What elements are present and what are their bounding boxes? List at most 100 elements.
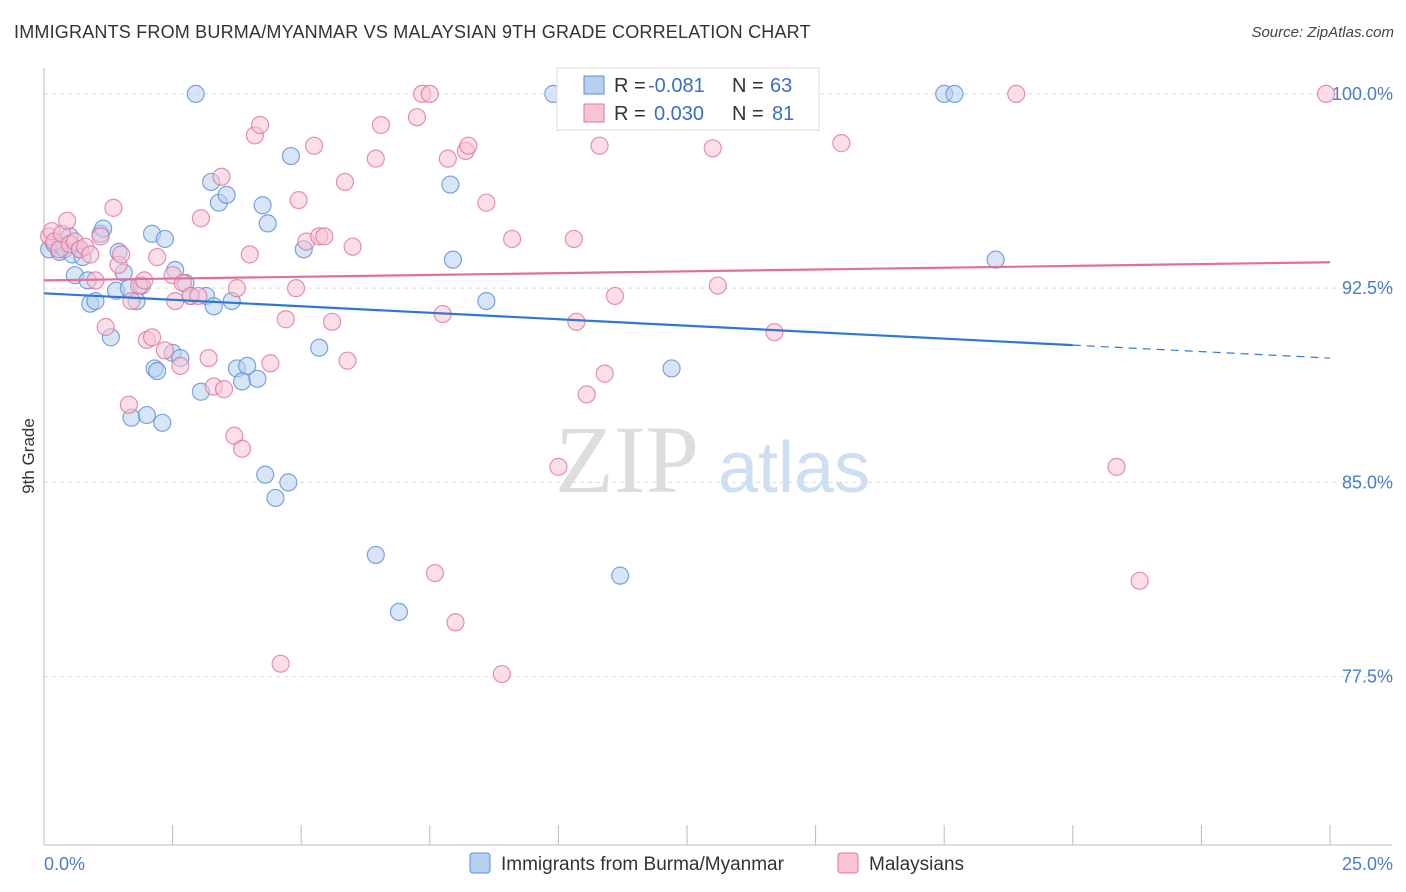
pink-point-62 (438, 149, 457, 168)
pink-point-68 (503, 229, 522, 249)
blue-point-60 (611, 566, 630, 585)
blue-trend-extension (1072, 344, 1331, 359)
pink-point-48 (304, 136, 324, 155)
blue-point-64 (986, 250, 1005, 269)
blue-point-57 (443, 250, 463, 269)
pink-point-17 (119, 395, 138, 414)
x-tick-label-0: 0.0% (44, 854, 85, 874)
blue-point-51 (281, 146, 301, 166)
source-label: Source: ZipAtlas.com (1251, 24, 1394, 41)
blue-point-23 (137, 405, 156, 425)
legend-n-value-1: 63 (770, 75, 792, 97)
legend-swatch-pink (583, 103, 605, 123)
pink-point-69 (549, 457, 568, 476)
blue-point-46 (253, 196, 272, 215)
pink-point-52 (335, 172, 355, 192)
y-tick-label-1: 85.0% (1342, 472, 1393, 492)
blue-point-43 (232, 372, 252, 391)
blue-point-56 (441, 175, 460, 194)
pink-point-34 (212, 167, 231, 186)
pink-point-74 (595, 364, 614, 383)
chart-title: IMMIGRANTS FROM BURMA/MYANMAR VS MALAYSI… (14, 22, 811, 42)
pink-point-81 (1107, 457, 1126, 476)
pink-point-41 (250, 115, 270, 135)
pink-point-72 (577, 385, 596, 404)
legend-n-value-2: 81 (772, 103, 794, 125)
legend-r-value-1: -0.081 (648, 75, 705, 97)
tick-labels: 77.5% 85.0% 92.5% 100.0% 0.0% 25.0% (44, 84, 1393, 874)
pink-point-71 (567, 312, 586, 331)
pink-point-35 (214, 380, 234, 399)
blue-point-61 (662, 359, 681, 378)
bottom-legend-swatch-pink (837, 852, 859, 874)
pink-point-23 (148, 247, 167, 267)
pink-point-51 (322, 312, 342, 331)
blue-point-44 (238, 356, 257, 375)
pink-point-83 (1316, 84, 1336, 104)
blue-point-50 (279, 473, 298, 492)
pink-point-70 (564, 229, 583, 249)
legend-n-label-2: N = (732, 103, 764, 125)
bottom-legend-label-pink: Malaysians (869, 854, 964, 875)
blue-point-48 (258, 214, 277, 233)
bottom-legend: Immigrants from Burma/Myanmar Malaysians (469, 852, 964, 875)
pink-trend-line (43, 261, 1331, 282)
pink-point-20 (135, 271, 154, 290)
pink-point-32 (199, 348, 218, 368)
pink-point-67 (492, 664, 511, 684)
bottom-legend-swatch-blue (469, 852, 491, 874)
pink-point-79 (832, 134, 851, 153)
pink-point-56 (371, 115, 391, 135)
blue-point-58 (477, 292, 496, 311)
pink-point-39 (240, 245, 259, 264)
watermark-atlas: atlas (718, 428, 870, 508)
pink-point-55 (366, 149, 385, 168)
pink-point-14 (104, 198, 123, 217)
blue-point-54 (366, 545, 385, 565)
pink-point-22 (142, 328, 162, 347)
blue-point-34 (186, 84, 205, 104)
pink-point-82 (1130, 571, 1149, 590)
pink-point-45 (286, 279, 306, 298)
pink-point-54 (343, 237, 362, 256)
blue-point-27 (153, 413, 172, 432)
trend-lines (43, 261, 1331, 359)
pink-point-31 (191, 209, 210, 228)
pink-point-53 (338, 351, 357, 370)
blue-point-47 (256, 465, 275, 484)
pink-point-80 (1007, 84, 1026, 104)
pink-point-66 (477, 193, 496, 212)
legend-r-label-2: R = (614, 103, 646, 125)
y-tick-label-0: 77.5% (1342, 667, 1393, 687)
axes (43, 68, 1392, 846)
pink-point-60 (425, 563, 445, 583)
pink-point-16 (112, 245, 131, 264)
pink-point-37 (227, 279, 246, 298)
legend-swatch-blue (583, 75, 605, 95)
pink-point-63 (446, 613, 465, 632)
pink-point-46 (289, 190, 308, 210)
pink-point-10 (81, 245, 100, 264)
blue-point-49 (266, 488, 285, 508)
y-tick-label-2: 92.5% (1342, 278, 1393, 298)
watermark-zip: ZIP (555, 406, 699, 513)
data-points (40, 84, 1336, 684)
pink-point-42 (261, 354, 280, 373)
blue-point-26 (148, 361, 167, 381)
pink-point-13 (96, 317, 115, 337)
pink-point-78 (765, 323, 784, 342)
x-tick-label-1: 25.0% (1342, 854, 1393, 874)
blue-point-28 (155, 229, 174, 249)
pink-point-12 (91, 227, 110, 246)
pink-point-44 (276, 310, 295, 329)
pink-point-38 (232, 439, 252, 458)
pink-point-5 (58, 211, 77, 230)
bottom-legend-label-blue: Immigrants from Burma/Myanmar (501, 854, 785, 875)
pink-point-27 (171, 356, 190, 375)
blue-point-63 (945, 84, 964, 104)
blue-point-45 (248, 369, 267, 388)
blue-point-40 (217, 185, 236, 205)
legend-box: R = -0.081 N = 63 R = 0.030 N = 81 (556, 67, 820, 131)
pink-point-65 (459, 136, 478, 155)
